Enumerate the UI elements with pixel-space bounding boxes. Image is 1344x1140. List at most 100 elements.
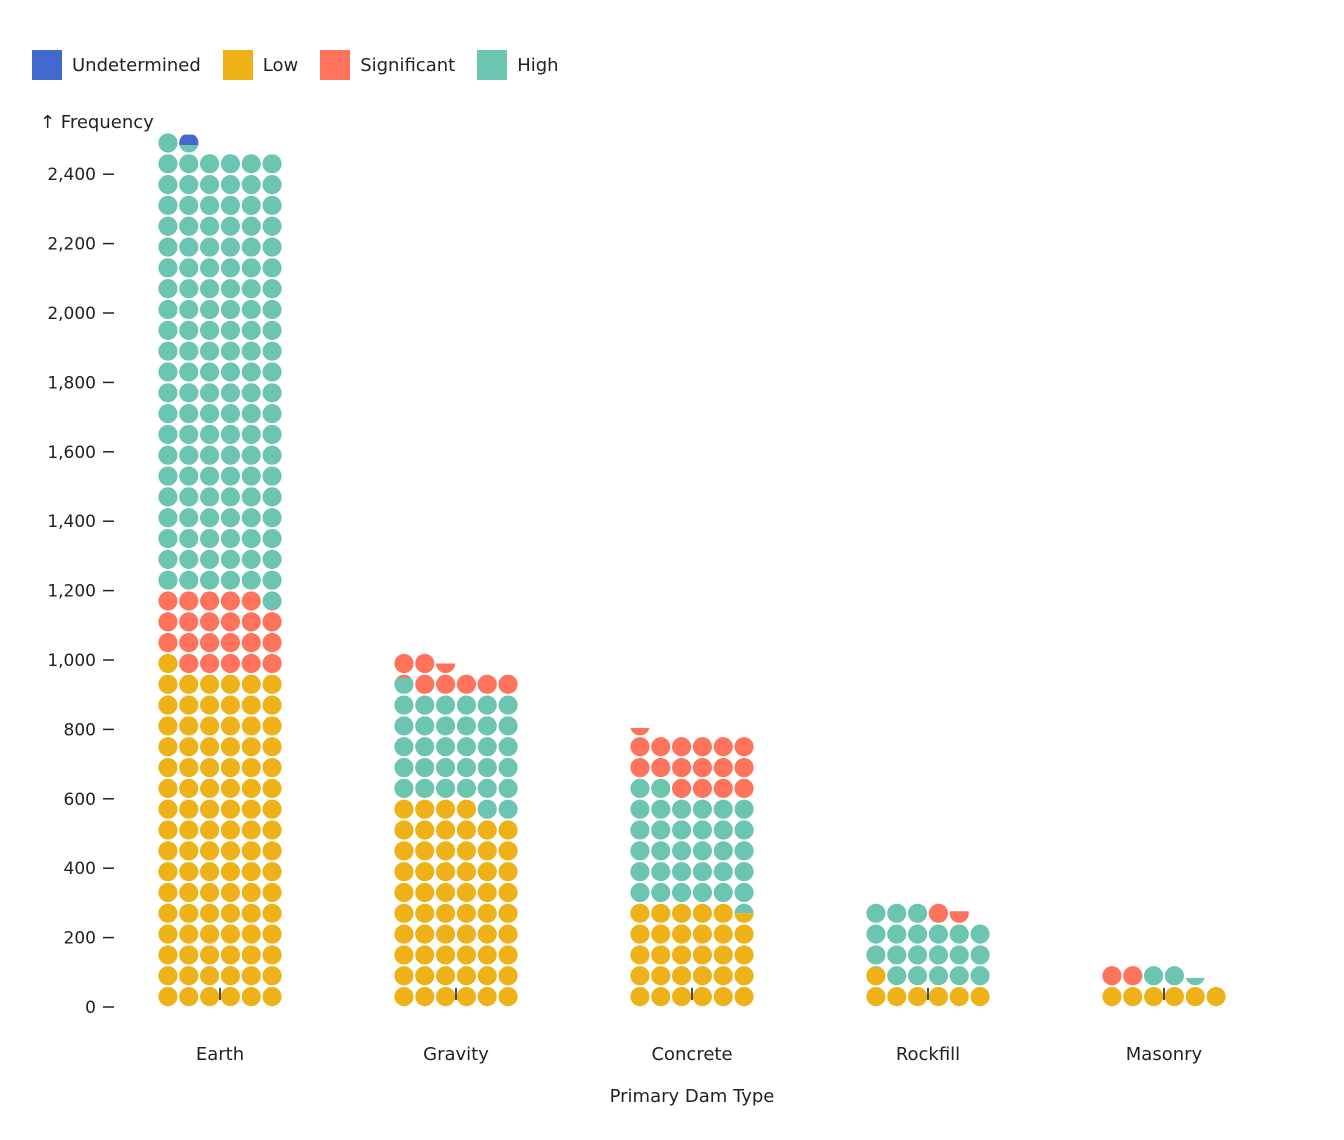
- legend-swatch: [32, 50, 62, 80]
- waffle-cell-significant: [394, 653, 414, 674]
- waffle-cell-high: [220, 341, 241, 361]
- waffle-cell-low: [220, 862, 241, 882]
- waffle-cell-low: [262, 841, 282, 861]
- waffle-cell-low: [1164, 986, 1185, 1007]
- waffle-cell-high: [220, 258, 241, 278]
- waffle-cell-high: [220, 424, 241, 445]
- waffle-cell-high: [241, 549, 261, 569]
- waffle-cell-significant: [651, 737, 671, 757]
- waffle-cell-low: [498, 820, 518, 840]
- x-tick-label: Masonry: [1126, 1044, 1203, 1065]
- waffle-cell-high: [435, 757, 456, 778]
- waffle-cell-high: [394, 737, 414, 757]
- waffle-cell-high: [241, 424, 261, 445]
- waffle-cell-low: [241, 778, 261, 798]
- waffle-cell-high: [179, 341, 199, 361]
- y-axis-title: ↑ Frequency: [40, 112, 154, 133]
- waffle-cell-low: [713, 903, 733, 923]
- waffle-cell-high: [498, 799, 518, 819]
- waffle-cell-high: [158, 320, 178, 340]
- waffle-cell-high: [241, 466, 261, 486]
- waffle-cell-significant: [630, 757, 650, 778]
- waffle-cell-significant: [630, 737, 650, 757]
- waffle-cell-low: [970, 986, 990, 1007]
- waffle-cell-high: [199, 528, 220, 549]
- waffle-cell-low: [630, 924, 650, 944]
- waffle-cell-low: [415, 882, 435, 903]
- waffle-cell-high: [199, 404, 220, 424]
- waffle-cell-significant: [456, 674, 477, 694]
- waffle-cell-high: [394, 695, 414, 715]
- y-tick-label: 0: [85, 998, 96, 1018]
- waffle-cell-high: [158, 508, 178, 528]
- waffle-cell-high: [692, 820, 713, 840]
- x-tick-label: Gravity: [423, 1044, 489, 1065]
- waffle-cell-low: [630, 986, 650, 1007]
- waffle-cell-low: [887, 986, 907, 1007]
- waffle-cell-low: [692, 924, 713, 944]
- waffle-cell-significant: [692, 757, 713, 778]
- waffle-cell-high: [262, 424, 282, 445]
- waffle-cell-low: [671, 966, 692, 986]
- waffle-cell-high: [692, 799, 713, 819]
- waffle-cell-low: [241, 799, 261, 819]
- waffle-cell-low: [158, 716, 178, 736]
- waffle-cell-low: [241, 862, 261, 882]
- waffle-cell-low: [262, 799, 282, 819]
- waffle-cell-low: [456, 966, 477, 986]
- waffle-cell-high: [179, 279, 199, 299]
- waffle-cell-low: [866, 967, 886, 986]
- waffle-cell-high: [928, 945, 949, 965]
- waffle-cell-significant: [415, 674, 435, 694]
- waffle-cell-low: [651, 986, 671, 1007]
- waffle-cell-significant: [199, 633, 220, 653]
- waffle-cell-high: [734, 882, 754, 903]
- waffle-cell-significant: [1102, 966, 1122, 986]
- waffle-cell-low: [158, 924, 178, 944]
- waffle-cell-low: [498, 924, 518, 944]
- waffle-cell-high: [241, 362, 261, 382]
- waffle-cell-high: [199, 466, 220, 486]
- waffle-cell-high: [179, 528, 199, 549]
- waffle-cell-high: [262, 570, 282, 590]
- waffle-cell-low: [907, 986, 928, 1007]
- waffle-cell-low: [435, 945, 456, 965]
- waffle-cell-low: [179, 695, 199, 715]
- waffle-cell-significant: [262, 612, 282, 632]
- waffle-cell-significant: [692, 737, 713, 757]
- waffle-cell-low: [415, 945, 435, 965]
- waffle-cell-high: [477, 799, 497, 819]
- waffle-cell-high: [241, 299, 261, 320]
- waffle-cell-high: [241, 404, 261, 424]
- waffle-cell-low: [477, 966, 497, 986]
- waffle-cell-high: [179, 549, 199, 569]
- waffle-cell-high: [970, 945, 990, 965]
- waffle-cell-low: [734, 966, 754, 986]
- waffle-cell-low: [456, 862, 477, 882]
- waffle-cell-low: [179, 820, 199, 840]
- waffle-cell-high: [887, 945, 907, 965]
- waffle-cell-high: [158, 133, 178, 153]
- waffle-cell-high: [158, 341, 178, 361]
- waffle-cell-high: [158, 258, 178, 278]
- waffle-cell-significant: [179, 653, 199, 674]
- waffle-cell-low: [713, 945, 733, 965]
- waffle-cell-high: [158, 445, 178, 465]
- waffle-cell-high: [1185, 977, 1205, 986]
- waffle-cell-significant: [241, 653, 261, 674]
- waffle-cell-high: [415, 757, 435, 778]
- waffle-cell-high: [220, 195, 241, 216]
- waffle-cell-high: [262, 466, 282, 486]
- waffle-cell-low: [651, 924, 671, 944]
- waffle-cell-high: [199, 383, 220, 403]
- waffle-cell-significant: [241, 633, 261, 653]
- waffle-cell-high: [887, 966, 907, 986]
- waffle-cell-low: [498, 966, 518, 986]
- waffle-cell-low: [671, 986, 692, 1007]
- waffle-cell-high: [262, 404, 282, 424]
- waffle-cell-low: [435, 966, 456, 986]
- waffle-cell-high: [477, 737, 497, 757]
- waffle-cell-low: [415, 862, 435, 882]
- waffle-cell-low: [1102, 986, 1122, 1007]
- waffle-cell-low: [498, 903, 518, 923]
